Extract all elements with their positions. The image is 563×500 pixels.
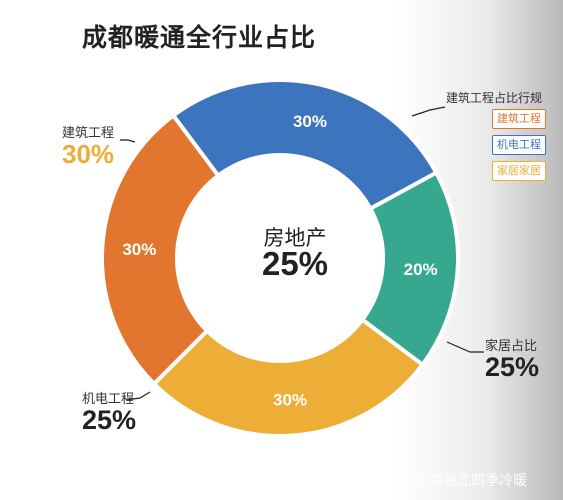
annotation-building: 建筑工程 30%: [62, 122, 114, 167]
annotation-mep-label: 机电工程: [82, 391, 135, 406]
annotation-mep: 机电工程 25%: [82, 388, 136, 434]
slice-label-2: 20%: [404, 260, 438, 279]
legend-item-building: 建筑工程: [492, 109, 546, 129]
annotation-home-value: 25%: [485, 352, 540, 382]
watermark: @天南地北四季冷暖: [401, 472, 528, 488]
leader-building: [120, 139, 136, 143]
annotation-mep-value: 25%: [82, 405, 137, 435]
slice-0: [100, 112, 222, 387]
leader-legend: [411, 106, 446, 117]
slice-1: [170, 78, 439, 212]
chart-title: 成都暖通全行业占比: [82, 24, 317, 52]
annotation-home: 家居占比 25%: [485, 335, 539, 381]
legend-item-mep: 机电工程: [492, 135, 546, 155]
slice-2: [359, 169, 460, 368]
legend-item-home: 家居家居: [492, 161, 546, 181]
slice-label-1: 30%: [293, 112, 327, 131]
annotation-building-value: 30%: [62, 139, 115, 169]
slice-label-0: 30%: [122, 240, 156, 259]
slice-label-3: 30%: [273, 391, 307, 410]
leader-home: [446, 341, 484, 353]
annotation-building-label: 建筑工程: [62, 125, 115, 140]
center-label: 房地产: [263, 227, 327, 250]
slice-3: [151, 316, 426, 438]
annotation-home-label: 家居占比: [485, 338, 538, 353]
leader-mep: [125, 391, 151, 401]
legend-title: 建筑工程占比行规: [446, 91, 543, 105]
center-value: 25%: [261, 245, 329, 282]
